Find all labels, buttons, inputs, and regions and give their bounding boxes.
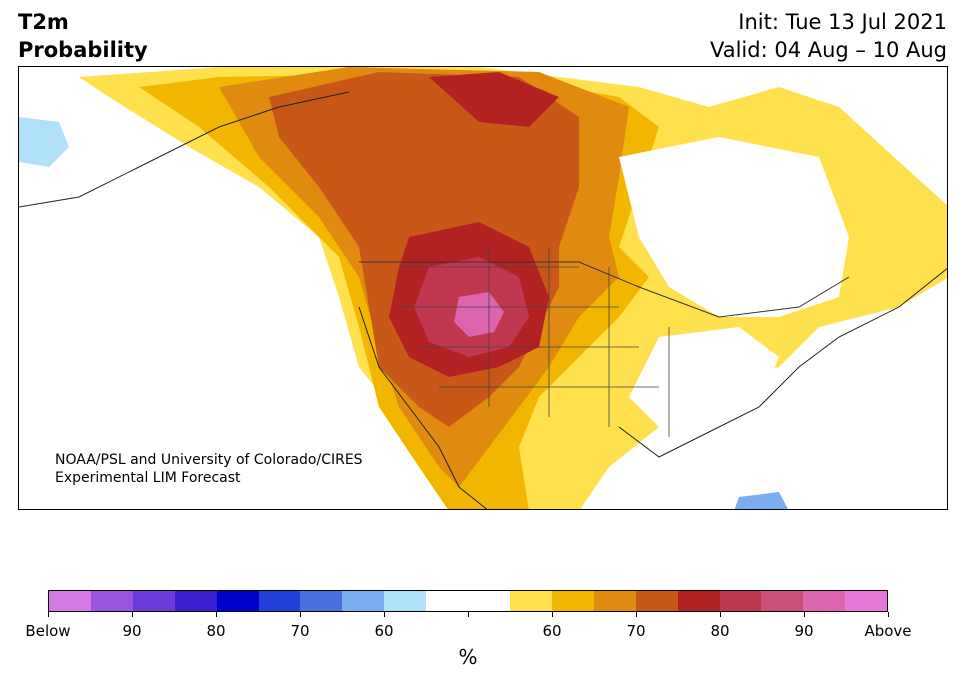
near-normal-east (619, 137, 849, 317)
colorbar-tick (468, 612, 469, 617)
colorbar-swatch (174, 591, 217, 611)
colorbar-tick-label: 70 (626, 622, 646, 640)
colorbar-tick-label: 90 (794, 622, 814, 640)
colorbar-tick (720, 612, 721, 617)
colorbar-tick-label: Above (864, 622, 912, 640)
colorbar-tick (552, 612, 553, 617)
contour-above-90 (454, 292, 504, 337)
colorbar-tick-label: 60 (542, 622, 562, 640)
state-borders (399, 247, 670, 437)
colorbar-swatch (342, 591, 385, 611)
colorbar-swatch (468, 591, 510, 611)
colorbar-unit: % (458, 645, 478, 669)
colorbar-tick-label: 60 (374, 622, 394, 640)
title-line-1: T2m (18, 10, 69, 34)
colorbar-tick (888, 612, 889, 617)
colorbar-swatch (90, 591, 133, 611)
map-graphic (19, 67, 947, 509)
colorbar-swatch (803, 591, 846, 611)
colorbar-swatch (426, 591, 469, 611)
colorbar-swatch (509, 591, 552, 611)
contour-below-70 (734, 492, 788, 509)
colorbar-swatch (132, 591, 175, 611)
title-line-2: Probability (18, 38, 148, 62)
colorbar-swatch (551, 591, 594, 611)
forecast-map: NOAA/PSL and University of Colorado/CIRE… (18, 66, 948, 510)
colorbar-swatch (677, 591, 720, 611)
colorbar-tick (804, 612, 805, 617)
colorbar-swatch (845, 591, 888, 611)
credit-line-2: Experimental LIM Forecast (55, 470, 241, 486)
colorbar-swatch (258, 591, 301, 611)
colorbar-swatch (49, 591, 91, 611)
colorbar-swatch (384, 591, 427, 611)
colorbar-tick-label: 80 (206, 622, 226, 640)
credit-line-1: NOAA/PSL and University of Colorado/CIRE… (55, 452, 363, 468)
colorbar-tick-label: Below (25, 622, 71, 640)
colorbar-tick (216, 612, 217, 617)
colorbar-swatch (216, 591, 259, 611)
contour-below-60 (19, 117, 69, 167)
colorbar-tick-label: 90 (122, 622, 142, 640)
colorbar-swatch (719, 591, 762, 611)
colorbar-swatch (300, 591, 343, 611)
colorbar-tick (48, 612, 49, 617)
valid-range: Valid: 04 Aug – 10 Aug (709, 38, 947, 62)
credit-text: NOAA/PSL and University of Colorado/CIRE… (55, 451, 363, 487)
colorbar-tick (636, 612, 637, 617)
init-date: Init: Tue 13 Jul 2021 (738, 10, 947, 34)
colorbar (48, 590, 888, 612)
colorbar-tick-label: 80 (710, 622, 730, 640)
coastline (19, 91, 947, 509)
date-info: Init: Tue 13 Jul 2021 Valid: 04 Aug – 10… (710, 8, 947, 64)
colorbar-tick (384, 612, 385, 617)
colorbar-tick (132, 612, 133, 617)
canada-us-border (359, 261, 850, 318)
near-normal-southeast (629, 327, 779, 427)
colorbar-swatch (635, 591, 678, 611)
colorbar-swatch (593, 591, 636, 611)
colorbar-tick (300, 612, 301, 617)
title: T2m Probability (18, 8, 148, 64)
colorbar-swatch (761, 591, 804, 611)
colorbar-tick-label: 70 (290, 622, 310, 640)
